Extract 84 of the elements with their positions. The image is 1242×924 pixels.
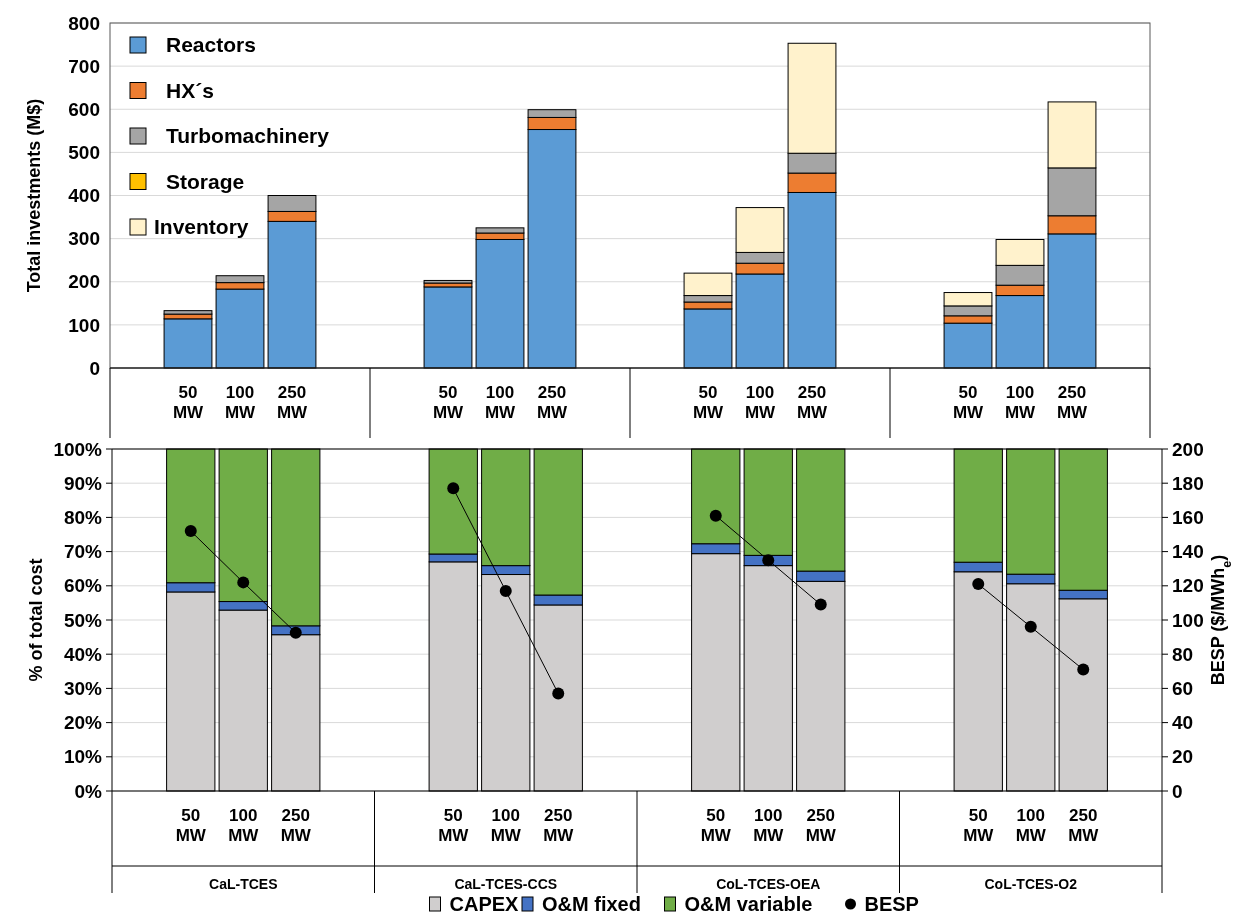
- y-tick-label: 600: [68, 98, 100, 120]
- point: [709, 509, 722, 522]
- x-tick-label: 50 MW: [175, 806, 207, 845]
- x-tick-label: 250 MW: [280, 806, 312, 845]
- text: CoL-TCES-O2: [984, 876, 1078, 892]
- point: [552, 687, 565, 700]
- y-tick-label: 300: [68, 228, 100, 250]
- x-tick-label: 250 MW: [1068, 806, 1100, 845]
- y-tick-label: 700: [68, 55, 100, 77]
- text: CaL-TCES-CCS: [454, 876, 558, 892]
- y-tick-label: 30%: [63, 678, 103, 700]
- point: [762, 554, 775, 567]
- y-tick-label: 400: [68, 185, 100, 207]
- point: [972, 578, 985, 591]
- x-tick-label: 100 MW: [1004, 383, 1037, 422]
- y-tick-label: 50%: [63, 609, 103, 631]
- x-tick-label: 50 MW: [692, 383, 725, 422]
- y2-tick-label: 120: [1172, 575, 1204, 597]
- y-tick-label: 20%: [63, 712, 103, 734]
- y-tick-label: 70%: [63, 541, 103, 563]
- text: CaL-TCES: [209, 876, 278, 892]
- x-tick-label: 50 MW: [952, 383, 985, 422]
- y-tick-label: 100: [68, 314, 100, 336]
- y2-tick-label: 60: [1172, 678, 1194, 700]
- point: [814, 598, 827, 611]
- legend-label: Storage: [166, 169, 245, 193]
- y2-tick-label: 0: [1172, 780, 1183, 802]
- x-tick-label: 50 MW: [963, 806, 995, 845]
- bar: [423, 279, 473, 284]
- x-tick-label: 100 MW: [224, 383, 257, 422]
- y2-tick-label: 80: [1172, 643, 1194, 665]
- legend-label: Turbomachinery: [166, 124, 330, 148]
- x-tick-label: 250 MW: [805, 806, 837, 845]
- legend-label: Reactors: [166, 33, 256, 57]
- x-tick-label: 50 MW: [700, 806, 732, 845]
- text: CoL-TCES-OEA: [716, 876, 821, 892]
- x-tick-label: 100 MW: [753, 806, 785, 845]
- y-tick-label: 80%: [63, 507, 103, 529]
- y2-tick-label: 160: [1172, 507, 1204, 529]
- y-tick-label: 100%: [53, 438, 103, 460]
- y-tick-label: 40%: [63, 643, 103, 665]
- x-tick-label: 100 MW: [490, 806, 522, 845]
- legend-label: Inventory: [154, 215, 249, 239]
- y-tick-label: 60%: [63, 575, 103, 597]
- y2-tick-label: 180: [1172, 472, 1204, 494]
- y2-tick-label: 100: [1172, 609, 1204, 631]
- legend-label: CAPEX: [449, 893, 520, 915]
- point: [184, 525, 197, 538]
- y-axis-title: % of total cost: [26, 558, 46, 682]
- x-tick-label: 100 MW: [1015, 806, 1047, 845]
- x-tick-label: 100 MW: [228, 806, 260, 845]
- x-tick-label: 250 MW: [796, 383, 829, 422]
- point: [1077, 663, 1090, 676]
- legend-label: O&M fixed: [542, 893, 641, 915]
- point: [499, 584, 512, 597]
- point: [237, 576, 250, 589]
- x-tick-label: 50 MW: [438, 806, 470, 845]
- legend-label: BESP: [864, 893, 919, 915]
- x-tick-label: 100 MW: [744, 383, 777, 422]
- y-axis-title: Total investments (M$): [24, 98, 44, 293]
- y2-tick-label: 200: [1172, 438, 1204, 460]
- x-tick-label: 50 MW: [172, 383, 205, 422]
- x-tick-label: 250 MW: [543, 806, 575, 845]
- point: [1024, 620, 1037, 633]
- y-tick-label: 10%: [63, 746, 103, 768]
- x-tick-label: 50 MW: [432, 383, 465, 422]
- legend-label: O&M variable: [684, 893, 813, 915]
- y-tick-label: 0: [89, 357, 100, 379]
- y-tick-label: 0%: [74, 780, 103, 802]
- point: [447, 482, 460, 495]
- x-tick-label: 250 MW: [1056, 383, 1089, 422]
- y2-tick-label: 20: [1172, 746, 1194, 768]
- y2-tick-label: 140: [1172, 541, 1204, 563]
- y2-tick-label: 40: [1172, 712, 1194, 734]
- x-tick-label: 250 MW: [536, 383, 569, 422]
- point: [289, 626, 302, 639]
- x-tick-label: 100 MW: [484, 383, 517, 422]
- legend-label: HX´s: [166, 78, 214, 102]
- y-tick-label: 500: [68, 142, 100, 164]
- y-tick-label: 200: [68, 271, 100, 293]
- bar: [163, 310, 213, 315]
- y-tick-label: 90%: [63, 472, 103, 494]
- y-tick-label: 800: [68, 12, 100, 34]
- x-tick-label: 250 MW: [276, 383, 309, 422]
